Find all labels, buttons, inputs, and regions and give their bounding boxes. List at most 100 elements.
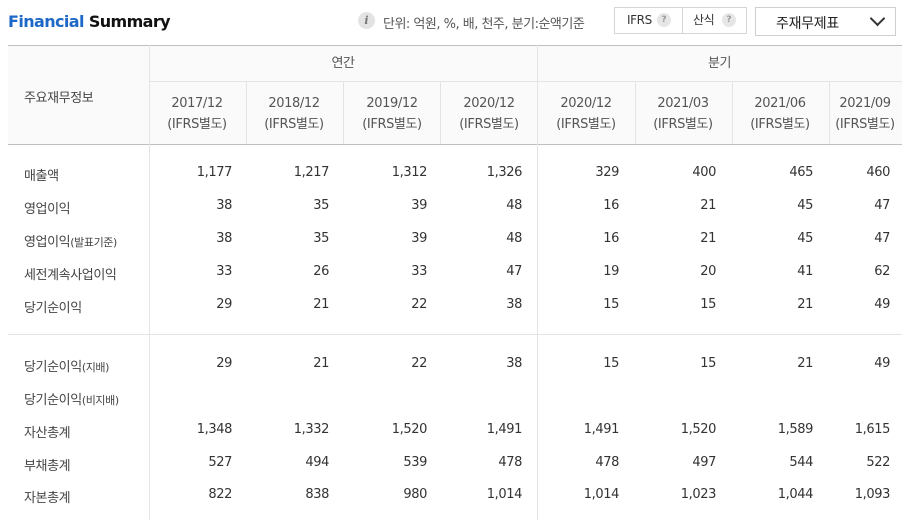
corner-label: 주요재무정보 xyxy=(24,91,94,106)
table-cell: 460 xyxy=(866,165,890,180)
table-cell: 19 xyxy=(603,264,619,279)
row-label: 당기순이익 xyxy=(24,301,82,316)
table-cell: 29 xyxy=(216,356,232,371)
header-cell-divider xyxy=(732,81,733,144)
table-cell: 39 xyxy=(411,198,427,213)
summary-header: Financial Summary i 단위: 억원, %, 배, 천주, 분기… xyxy=(0,0,902,46)
table-cell: 48 xyxy=(506,231,522,246)
table-cell: 1,023 xyxy=(680,487,717,502)
table-cell: 544 xyxy=(789,455,813,470)
statement-type-select[interactable]: 주재무제표 xyxy=(755,7,896,36)
table-cell: 49 xyxy=(874,356,890,371)
table-cell: 1,348 xyxy=(196,422,233,437)
row-label: 자산총계 xyxy=(24,426,71,441)
table-cell: 465 xyxy=(789,165,813,180)
period-basis: (IFRS별도) xyxy=(556,117,616,132)
table-cell: 15 xyxy=(700,297,716,312)
period-date: 2017/12 xyxy=(171,96,223,111)
help-icon[interactable]: ? xyxy=(657,13,671,27)
table-cell: 1,520 xyxy=(391,422,428,437)
table-cell: 1,589 xyxy=(777,422,814,437)
ifrs-button[interactable]: IFRS ? xyxy=(615,8,683,33)
row-label-suffix: (발표기준) xyxy=(70,236,117,249)
table-cell: 41 xyxy=(797,264,813,279)
table-cell: 539 xyxy=(403,455,427,470)
table-cell: 21 xyxy=(313,356,329,371)
period-basis: (IFRS별도) xyxy=(653,117,713,132)
period-date: 2020/12 xyxy=(463,96,515,111)
header-cell-divider xyxy=(635,81,636,144)
table-cell: 478 xyxy=(498,455,522,470)
period-date: 2018/12 xyxy=(268,96,320,111)
table-cell: 39 xyxy=(411,231,427,246)
table-cell: 47 xyxy=(874,198,890,213)
header-bottom-border xyxy=(8,144,902,145)
period-basis: (IFRS별도) xyxy=(750,117,810,132)
page-title: Financial Summary xyxy=(8,12,171,31)
table-cell: 22 xyxy=(411,356,427,371)
table-cell: 1,491 xyxy=(486,422,523,437)
header-cell-divider xyxy=(829,81,830,144)
table-cell: 1,014 xyxy=(583,487,620,502)
row-label: 세전계속사업이익 xyxy=(24,268,117,283)
header-divider xyxy=(149,81,902,82)
table-cell: 329 xyxy=(595,165,619,180)
basis-toggle-group: IFRS ? 산식 ? xyxy=(614,7,747,34)
row-label: 매출액 xyxy=(24,169,59,184)
period-basis: (IFRS별도) xyxy=(264,117,324,132)
column-divider xyxy=(537,45,538,520)
row-label: 당기순이익(지배) xyxy=(24,360,110,375)
row-label-suffix: (비지배) xyxy=(81,394,119,407)
row-label: 영업이익(발표기준) xyxy=(24,235,117,250)
help-icon[interactable]: ? xyxy=(722,13,736,27)
group-header-quarter: 분기 xyxy=(707,56,732,71)
table-cell: 1,332 xyxy=(293,422,330,437)
table-cell: 47 xyxy=(874,231,890,246)
table-cell: 1,217 xyxy=(293,165,330,180)
row-label: 당기순이익(비지배) xyxy=(24,393,119,408)
table-cell: 1,014 xyxy=(486,487,523,502)
section-divider xyxy=(8,334,902,335)
period-basis: (IFRS별도) xyxy=(167,117,227,132)
info-icon[interactable]: i xyxy=(358,12,375,29)
table-cell: 478 xyxy=(595,455,619,470)
table-cell: 21 xyxy=(313,297,329,312)
table-cell: 1,615 xyxy=(854,422,891,437)
chevron-down-icon xyxy=(869,10,886,27)
table-top-border xyxy=(8,45,902,46)
table-header-background xyxy=(8,45,902,144)
period-date: 2021/06 xyxy=(754,96,806,111)
table-cell: 38 xyxy=(506,297,522,312)
table-cell: 45 xyxy=(797,198,813,213)
row-label-suffix: (지배) xyxy=(81,361,110,374)
table-cell: 45 xyxy=(797,231,813,246)
table-cell: 1,093 xyxy=(854,487,891,502)
table-cell: 49 xyxy=(874,297,890,312)
table-cell: 62 xyxy=(874,264,890,279)
table-cell: 16 xyxy=(603,198,619,213)
table-cell: 21 xyxy=(700,198,716,213)
header-cell-divider xyxy=(440,81,441,144)
group-header-annual: 연간 xyxy=(331,56,355,71)
table-cell: 494 xyxy=(305,455,329,470)
period-basis: (IFRS별도) xyxy=(835,117,895,132)
period-date: 2020/12 xyxy=(560,96,612,111)
table-cell: 1,177 xyxy=(196,165,233,180)
ifrs-label: IFRS xyxy=(627,13,652,27)
table-cell: 838 xyxy=(305,487,329,502)
unit-text: 단위: 억원, %, 배, 천주, 분기:순액기준 xyxy=(383,17,585,32)
table-cell: 980 xyxy=(403,487,427,502)
formula-button[interactable]: 산식 ? xyxy=(682,8,746,33)
table-cell: 16 xyxy=(603,231,619,246)
table-cell: 522 xyxy=(866,455,890,470)
table-cell: 38 xyxy=(506,356,522,371)
financial-summary-table: 주요재무정보 연간 분기 2017/12 (IFRS별도) 2018/12 (IFRS별도)… xyxy=(8,45,902,520)
formula-label: 산식 xyxy=(693,13,715,27)
table-cell: 22 xyxy=(411,297,427,312)
table-cell: 29 xyxy=(216,297,232,312)
period-basis: (IFRS별도) xyxy=(459,117,519,132)
table-cell: 33 xyxy=(216,264,232,279)
table-cell: 1,520 xyxy=(680,422,717,437)
header-cell-divider xyxy=(343,81,344,144)
row-label: 영업이익 xyxy=(24,202,71,217)
